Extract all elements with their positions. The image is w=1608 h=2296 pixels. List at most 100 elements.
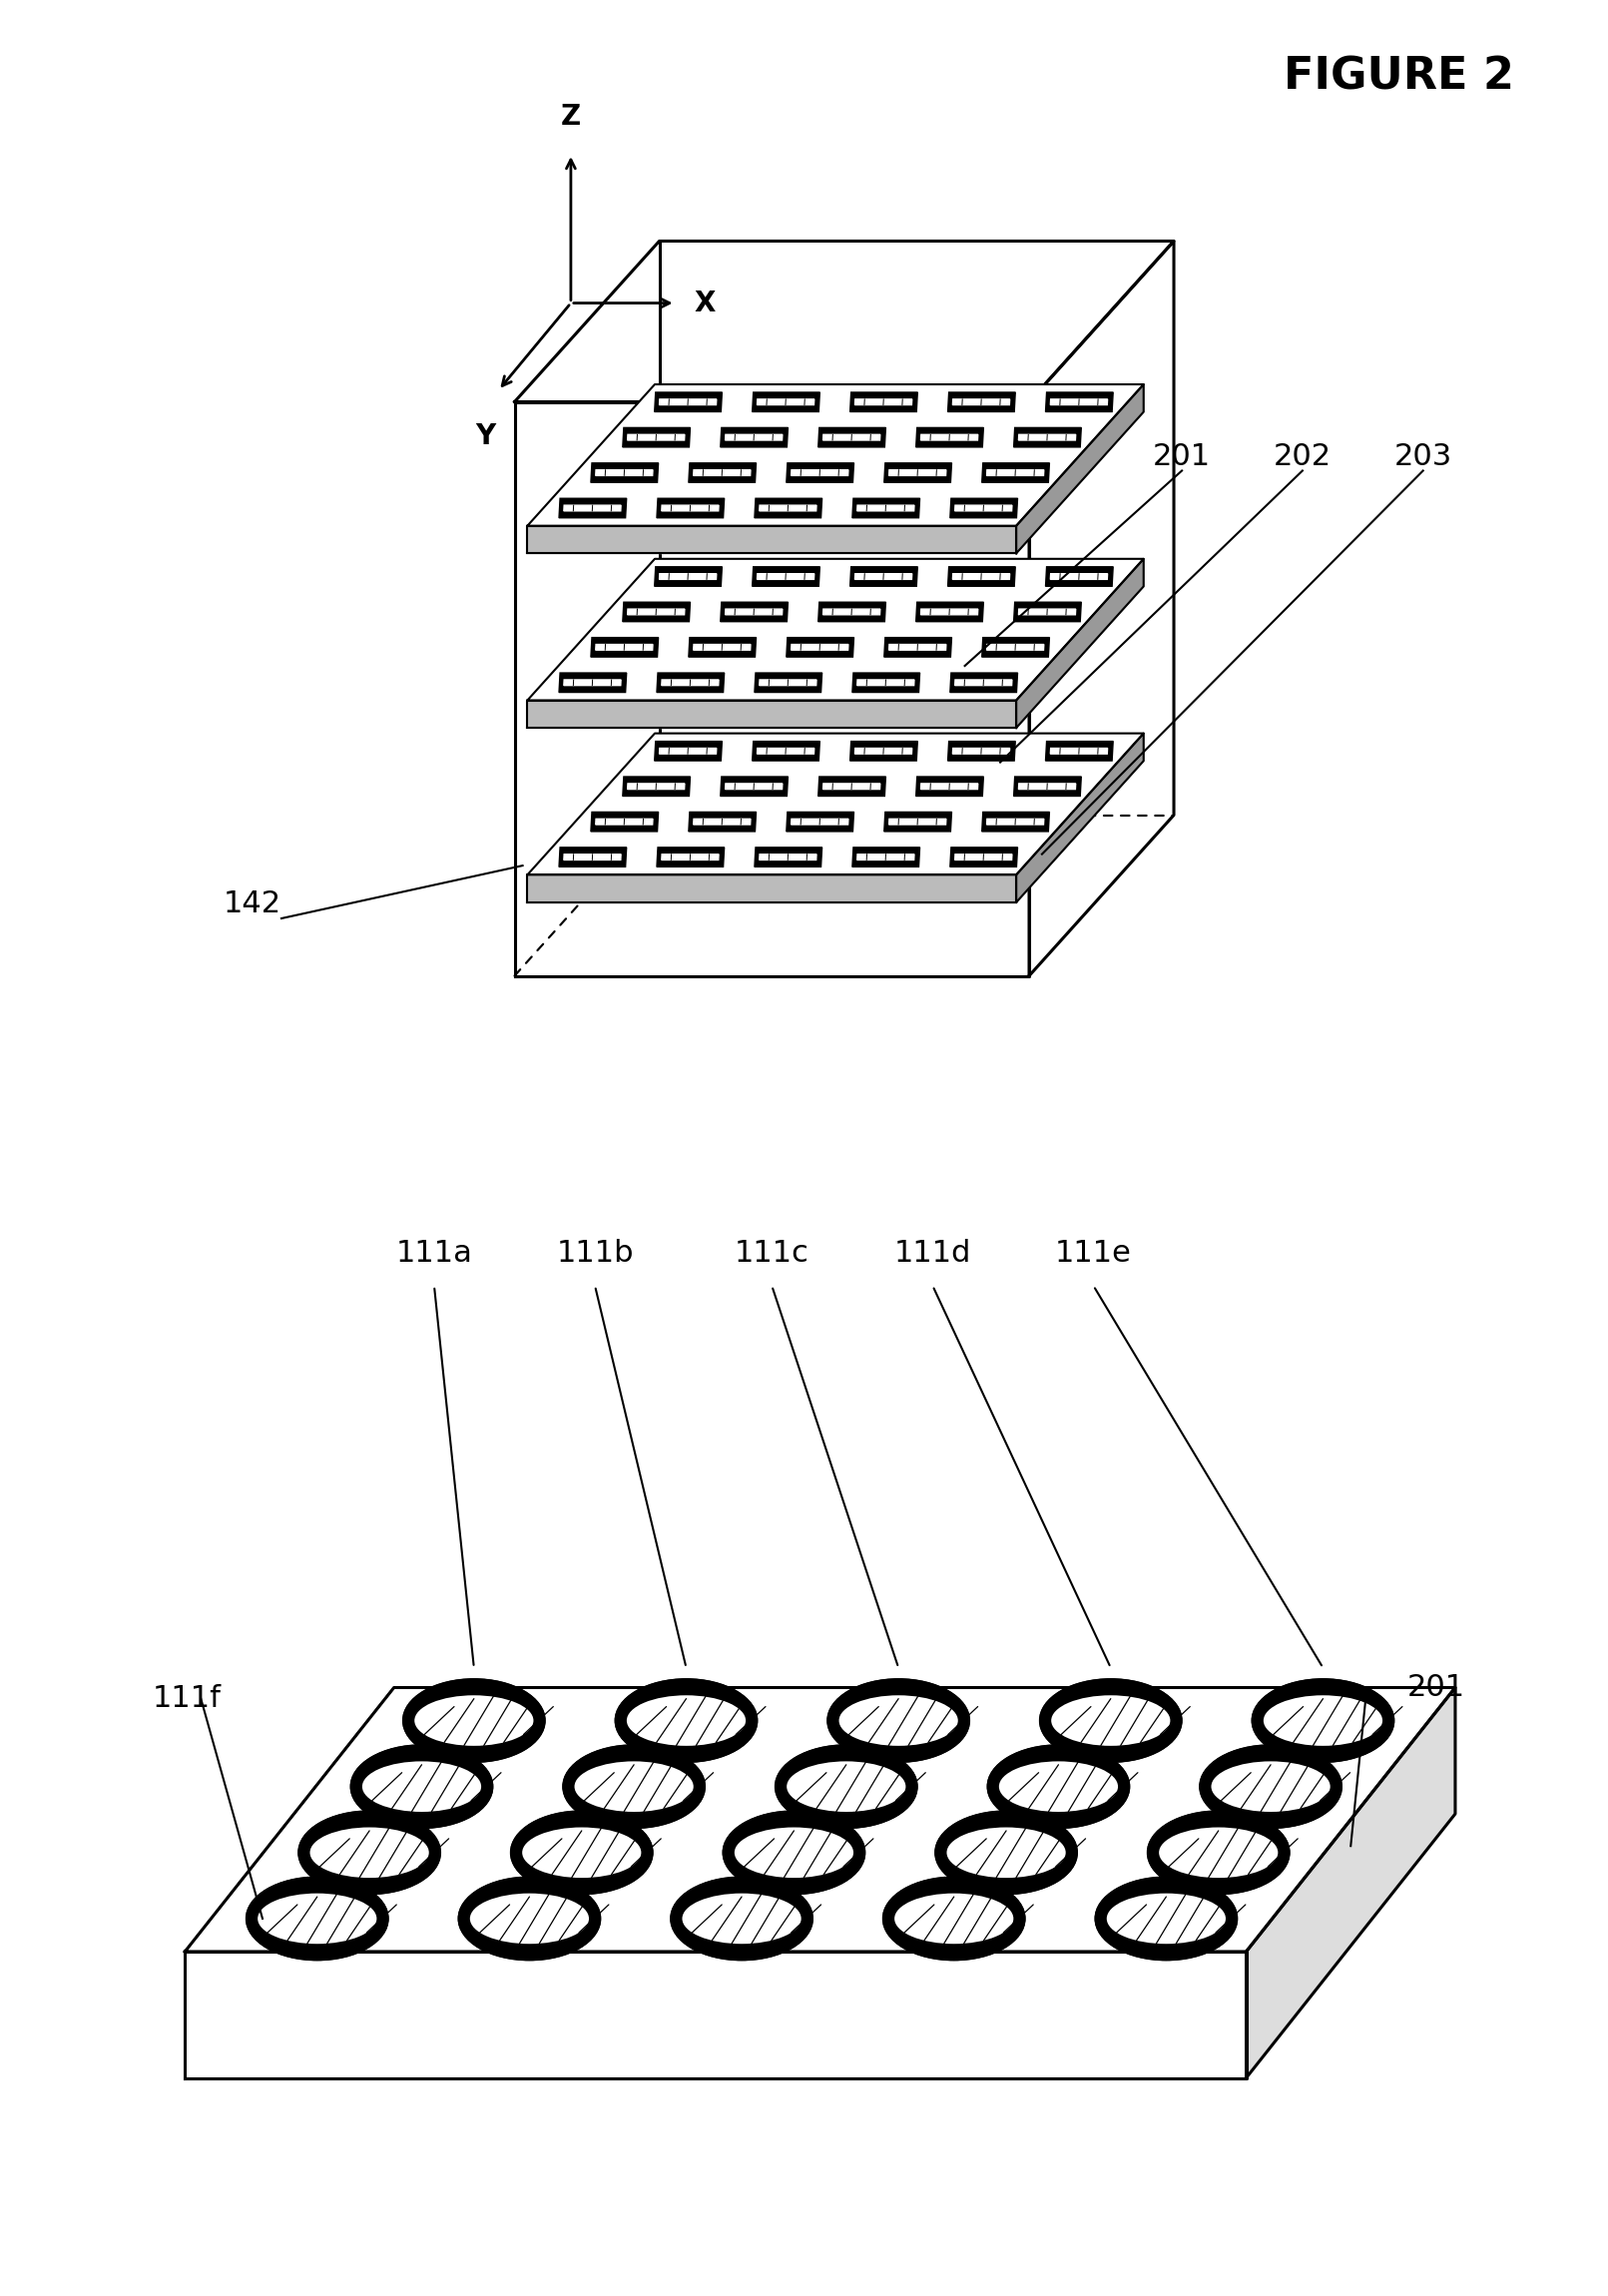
- Ellipse shape: [1264, 1694, 1383, 1745]
- Polygon shape: [754, 673, 822, 693]
- Polygon shape: [688, 813, 756, 831]
- Ellipse shape: [936, 1812, 1077, 1894]
- Polygon shape: [852, 847, 920, 868]
- Polygon shape: [851, 567, 918, 585]
- Polygon shape: [987, 820, 1044, 824]
- Polygon shape: [564, 505, 621, 512]
- Polygon shape: [857, 505, 915, 512]
- Ellipse shape: [246, 1878, 388, 1961]
- Polygon shape: [757, 748, 814, 753]
- Ellipse shape: [1253, 1678, 1394, 1761]
- Polygon shape: [590, 813, 658, 831]
- Polygon shape: [786, 464, 854, 482]
- Polygon shape: [1018, 434, 1076, 441]
- Polygon shape: [759, 854, 817, 861]
- Ellipse shape: [574, 1761, 693, 1812]
- Polygon shape: [659, 400, 717, 404]
- Polygon shape: [952, 748, 1010, 753]
- Polygon shape: [564, 854, 621, 861]
- Polygon shape: [754, 847, 822, 868]
- Polygon shape: [818, 427, 886, 448]
- Polygon shape: [757, 400, 814, 404]
- Ellipse shape: [563, 1745, 704, 1828]
- Ellipse shape: [999, 1761, 1118, 1812]
- Polygon shape: [560, 847, 627, 868]
- Ellipse shape: [458, 1878, 600, 1961]
- Text: 111b: 111b: [556, 1238, 634, 1267]
- Polygon shape: [560, 673, 627, 693]
- Text: 142: 142: [224, 889, 281, 918]
- Polygon shape: [1246, 1688, 1455, 2078]
- Polygon shape: [725, 608, 783, 615]
- Polygon shape: [753, 567, 820, 585]
- Text: 111a: 111a: [396, 1238, 473, 1267]
- Polygon shape: [564, 680, 621, 687]
- Polygon shape: [688, 464, 756, 482]
- Polygon shape: [688, 638, 756, 657]
- Polygon shape: [757, 574, 814, 579]
- Ellipse shape: [839, 1694, 958, 1745]
- Ellipse shape: [1211, 1761, 1330, 1812]
- Polygon shape: [720, 602, 788, 622]
- Ellipse shape: [883, 1878, 1024, 1961]
- Text: Z: Z: [561, 103, 580, 131]
- Ellipse shape: [1148, 1812, 1290, 1894]
- Polygon shape: [884, 638, 952, 657]
- Polygon shape: [627, 783, 685, 790]
- Polygon shape: [917, 427, 984, 448]
- Polygon shape: [527, 558, 1143, 700]
- Polygon shape: [725, 783, 783, 790]
- Polygon shape: [917, 776, 984, 797]
- Polygon shape: [889, 471, 946, 475]
- Text: 203: 203: [1394, 441, 1452, 471]
- Polygon shape: [987, 471, 1044, 475]
- Text: X: X: [695, 289, 716, 317]
- Polygon shape: [1013, 427, 1081, 448]
- Polygon shape: [884, 464, 952, 482]
- Ellipse shape: [671, 1878, 812, 1961]
- Polygon shape: [851, 742, 918, 760]
- Polygon shape: [656, 847, 724, 868]
- Polygon shape: [791, 820, 849, 824]
- Text: 202: 202: [1274, 441, 1331, 471]
- Ellipse shape: [523, 1828, 642, 1878]
- Polygon shape: [791, 471, 849, 475]
- Polygon shape: [590, 638, 658, 657]
- Ellipse shape: [724, 1812, 865, 1894]
- Text: 111e: 111e: [1055, 1238, 1132, 1267]
- Polygon shape: [656, 673, 724, 693]
- Polygon shape: [982, 638, 1050, 657]
- Polygon shape: [987, 645, 1044, 650]
- Polygon shape: [818, 776, 886, 797]
- Polygon shape: [527, 875, 1016, 902]
- Polygon shape: [823, 783, 880, 790]
- Ellipse shape: [1159, 1828, 1278, 1878]
- Ellipse shape: [735, 1828, 854, 1878]
- Polygon shape: [753, 742, 820, 760]
- Polygon shape: [955, 505, 1011, 512]
- Polygon shape: [527, 383, 1143, 526]
- Polygon shape: [753, 393, 820, 411]
- Ellipse shape: [351, 1745, 492, 1828]
- Polygon shape: [661, 680, 719, 687]
- Ellipse shape: [257, 1894, 376, 1945]
- Polygon shape: [515, 241, 1174, 402]
- Polygon shape: [560, 498, 627, 519]
- Polygon shape: [622, 427, 690, 448]
- Polygon shape: [823, 608, 880, 615]
- Polygon shape: [654, 567, 722, 585]
- Polygon shape: [1045, 567, 1113, 585]
- Ellipse shape: [828, 1678, 970, 1761]
- Polygon shape: [720, 776, 788, 797]
- Polygon shape: [595, 471, 653, 475]
- Polygon shape: [786, 638, 854, 657]
- Polygon shape: [955, 680, 1011, 687]
- Polygon shape: [527, 700, 1016, 728]
- Polygon shape: [982, 464, 1050, 482]
- Polygon shape: [661, 854, 719, 861]
- Polygon shape: [947, 393, 1015, 411]
- Ellipse shape: [616, 1678, 757, 1761]
- Ellipse shape: [511, 1812, 653, 1894]
- Ellipse shape: [894, 1894, 1013, 1945]
- Polygon shape: [1018, 608, 1076, 615]
